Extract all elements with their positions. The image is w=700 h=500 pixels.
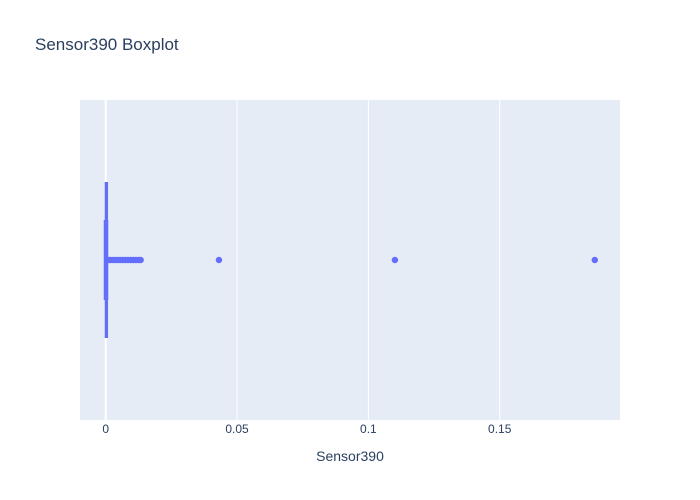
x-tick-label: 0 (102, 422, 109, 436)
outlier-point[interactable] (215, 256, 223, 264)
outlier-point[interactable] (591, 256, 598, 264)
x-tick-label: 0.1 (360, 422, 377, 436)
outlier-point[interactable] (137, 256, 144, 264)
x-tick-label: 0.05 (225, 422, 249, 436)
chart-title: Sensor390 Boxplot (35, 35, 179, 54)
outlier-points[interactable] (104, 256, 598, 264)
x-tick-labels: 0 0.05 0.1 0.15 (102, 422, 511, 436)
x-axis-title: Sensor390 (316, 448, 384, 464)
plot-area (80, 100, 620, 420)
x-tick-label: 0.15 (488, 422, 512, 436)
outlier-point[interactable] (391, 256, 399, 264)
